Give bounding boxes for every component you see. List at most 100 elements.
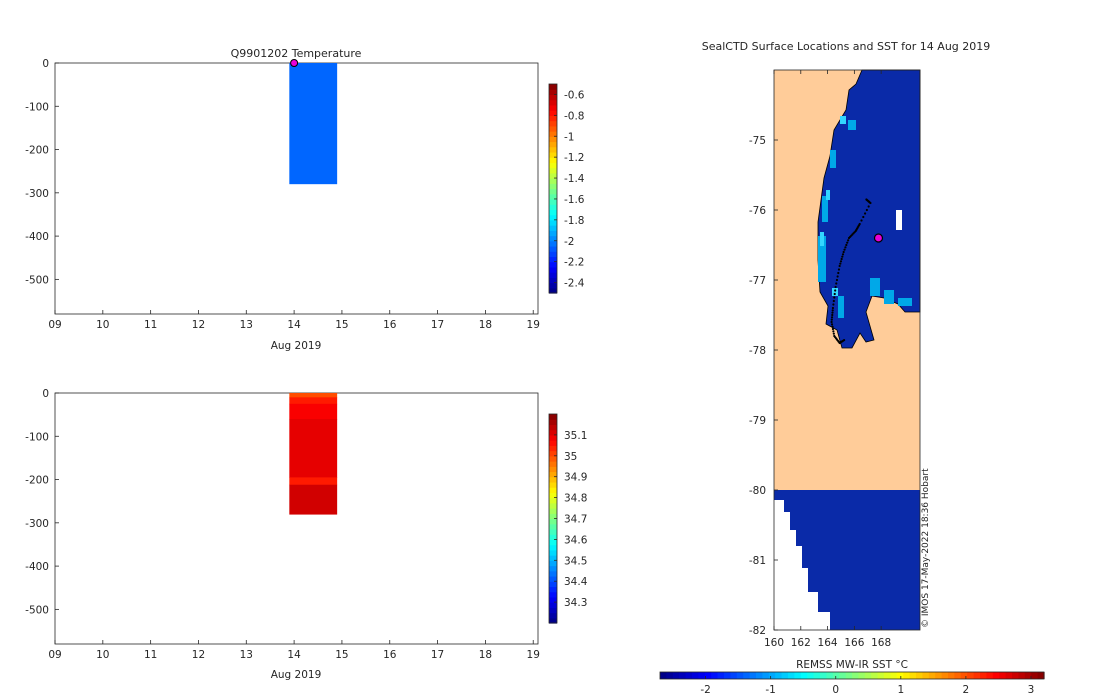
lon-tick-label: 166 [844, 637, 864, 649]
colorbar-segment [549, 534, 557, 540]
colorbar-segment [549, 414, 557, 420]
colorbar-segment [909, 672, 917, 679]
x-tick-label: 09 [48, 649, 61, 661]
x-tick-label: 19 [527, 649, 540, 661]
colorbar-segment [549, 528, 557, 535]
colorbar-segment [549, 596, 557, 603]
colorbar-segment [549, 251, 557, 258]
colorbar-segment [756, 672, 763, 679]
colorbar-frame [659, 671, 1045, 680]
colorbar-segment [549, 240, 557, 247]
colorbar-segment [549, 481, 557, 488]
salinity-band [289, 393, 338, 398]
track-point [841, 255, 844, 258]
x-tick-label: 16 [383, 649, 397, 661]
colorbar-segment [549, 455, 557, 462]
colorbar-segment [1024, 672, 1032, 679]
x-tick-label: 13 [240, 319, 253, 331]
colorbar-segment [999, 672, 1007, 679]
colorbar-tick-label: 35.1 [564, 430, 587, 442]
y-tick-label: 0 [42, 58, 49, 70]
y-tick-label: -100 [25, 431, 49, 443]
colorbar-segment [549, 151, 557, 158]
colorbar-segment [549, 287, 557, 294]
colorbar-segment [549, 261, 557, 268]
colorbar-segment [768, 672, 776, 679]
colorbar-segment [549, 591, 557, 598]
colorbar-segment [672, 672, 680, 679]
track-point [836, 275, 839, 278]
colorbar-segment [922, 672, 930, 679]
colorbar-tick-label: 34.3 [564, 597, 587, 609]
x-tick-label: 17 [431, 649, 444, 661]
lat-tick-label: -80 [749, 485, 766, 497]
colorbar-tick-label: -1.2 [564, 152, 585, 164]
y-tick-label: -500 [25, 274, 49, 286]
track-point [831, 313, 834, 317]
colorbar-segment [549, 178, 557, 184]
colorbar-segment [549, 440, 557, 446]
colorbar-segment [711, 672, 719, 679]
colorbar-tick-label: 3 [1028, 684, 1035, 696]
track-point [846, 241, 849, 244]
lon-tick-label: 168 [871, 637, 891, 649]
lon-tick-label: 162 [791, 637, 811, 649]
colorbar-segment [890, 672, 898, 679]
track-point [841, 253, 845, 256]
colorbar-segment [788, 672, 795, 679]
track-point [833, 292, 836, 296]
imos-watermark: © IMOS 17-May-2022 18:36 Hobart [921, 468, 931, 628]
colorbar-tick-label: 35 [564, 451, 577, 463]
colorbar-segment [852, 672, 859, 679]
colorbar-segment [549, 172, 557, 179]
ice-patch [896, 210, 902, 230]
colorbar-tick-label: -1.6 [564, 194, 585, 206]
x-tick-label: 13 [240, 649, 253, 661]
coastal-warm-pixels [818, 120, 912, 318]
y-tick-label: -200 [25, 145, 49, 157]
colorbar-segment [954, 672, 962, 679]
colorbar-segment [941, 672, 949, 679]
colorbar-segment [549, 539, 557, 546]
temperature-title: Q9901202 Temperature [231, 47, 362, 60]
track-point [842, 250, 845, 254]
colorbar-tick-label: 34.5 [564, 555, 587, 567]
colorbar-segment [549, 434, 557, 441]
colorbar-tick-label: 34.8 [564, 493, 587, 505]
colorbar-segment [973, 672, 981, 679]
colorbar-segment [549, 157, 557, 163]
track-point [831, 311, 834, 314]
x-tick-label: 11 [144, 649, 157, 661]
surface-location-marker [290, 59, 299, 67]
colorbar-tick-label: 1 [897, 684, 904, 696]
colorbar-tick-label: 2 [963, 684, 970, 696]
colorbar-frame [548, 83, 558, 294]
colorbar-segment [948, 672, 955, 679]
colorbar-segment [549, 419, 557, 426]
track-point [832, 332, 835, 335]
track-point [837, 271, 840, 275]
salinity-band [289, 477, 338, 486]
colorbar-segment [839, 672, 847, 679]
track-point [838, 264, 841, 268]
track-point [847, 239, 850, 242]
lon-tick-label: 160 [764, 637, 784, 649]
colorbar-tick-label: 34.6 [564, 534, 588, 546]
colorbar-segment [1031, 672, 1039, 679]
colorbar-segment [1018, 672, 1026, 679]
x-tick-label: 11 [144, 319, 157, 331]
colorbar-segment [730, 672, 738, 679]
track-point [869, 201, 872, 205]
colorbar-segment [549, 266, 557, 273]
salinity-xlabel: Aug 2019 [271, 669, 322, 681]
colorbar-segment [692, 672, 699, 679]
sst-map: -75 -76 -77 -78 -79 -80 -81 -82 160 162 164 166 168 [749, 69, 921, 649]
track-point [860, 219, 863, 222]
lat-tick-label: -82 [749, 625, 766, 637]
salinity-profile-bar [289, 393, 338, 515]
temperature-colorbar: -0.6 -0.8 -1 -1.2 -1.4 -1.6 -1.8 -2 -2.2 -2.4 [548, 83, 585, 294]
colorbar-tick-label: -1 [564, 131, 574, 143]
colorbar-segment [549, 141, 557, 148]
colorbar-tick-label: 0 [832, 684, 839, 696]
y-tick-label: 0 [42, 388, 49, 400]
